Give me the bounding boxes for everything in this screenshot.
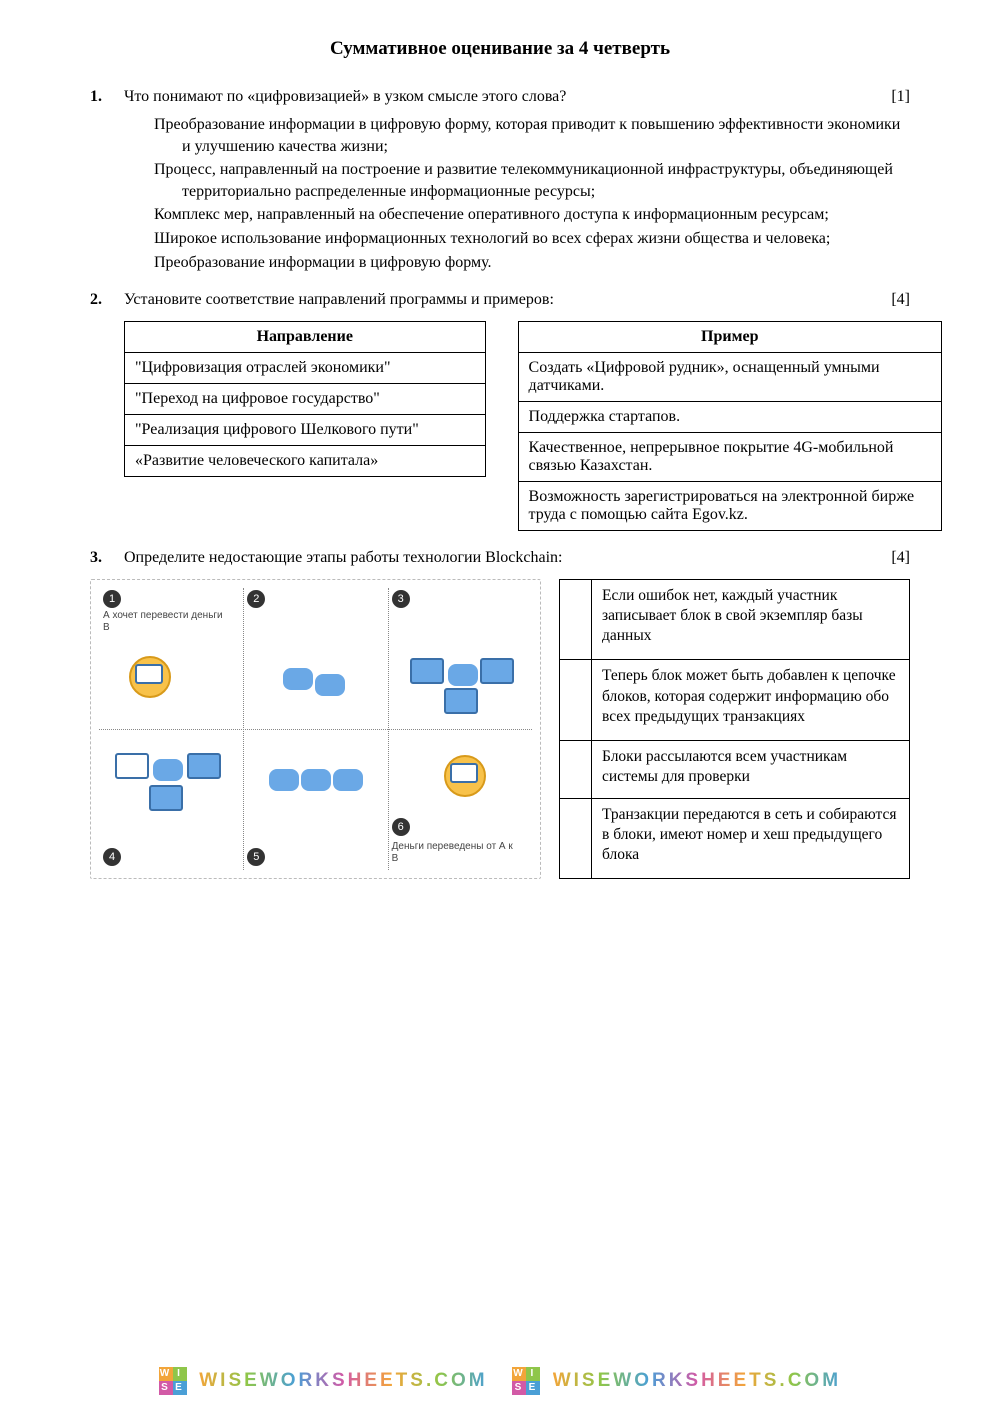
q1-number: 1. (90, 88, 124, 106)
table-row: "Цифровизация отраслей экономики" (125, 353, 486, 384)
cloud-icon (448, 664, 478, 686)
monitor-icon (187, 753, 221, 779)
q3-blank-cell[interactable] (560, 740, 592, 798)
watermark-text: WISEWORKSHEETS.COM (553, 1370, 841, 1391)
q1-points: [1] (866, 88, 910, 106)
monitor-icon (149, 785, 183, 811)
q3-number: 3. (90, 549, 124, 567)
cloud-icon (333, 769, 363, 791)
monitor-icon (444, 688, 478, 714)
cloud-icon (283, 668, 313, 690)
table-row: Если ошибок нет, каждый участник записыв… (592, 580, 910, 660)
diagram-caption-6: Деньги переведены от А к В (392, 841, 522, 864)
diagram-step-number: 1 (103, 590, 121, 608)
table-row: Качественное, непрерывное покрытие 4G-мо… (518, 433, 941, 482)
watermark-tiles-icon: W I S E (159, 1367, 189, 1395)
q2-text: Установите соответствие направлений прог… (124, 291, 866, 309)
q2-right-header: Пример (518, 322, 941, 353)
q2-points: [4] (866, 291, 910, 309)
q3-blank-cell[interactable] (560, 580, 592, 660)
question-2: 2. Установите соответствие направлений п… (90, 291, 910, 531)
q1-answer: Комплекс мер, направленный на обеспечени… (154, 204, 910, 226)
watermark-tiles-icon: W I S E (512, 1367, 542, 1395)
diagram-step-number: 2 (247, 590, 265, 608)
table-row: Транзакции передаются в сеть и собираютс… (592, 798, 910, 878)
blockchain-diagram: 1 А хочет перевести деньги В 2 3 (90, 579, 541, 879)
monitor-icon (135, 664, 163, 684)
q3-blank-cell[interactable] (560, 660, 592, 740)
cloud-icon (315, 674, 345, 696)
monitor-icon (410, 658, 444, 684)
q1-text: Что понимают по «цифровизацией» в узком … (124, 88, 866, 106)
q1-answer: Широкое использование информационных тех… (154, 228, 910, 250)
cloud-icon (153, 759, 183, 781)
page-title: Суммативное оценивание за 4 четверть (90, 38, 910, 60)
table-row: «Развитие человеческого капитала» (125, 446, 486, 477)
cloud-icon (269, 769, 299, 791)
watermark-text: WISEWORKSHEETS.COM (199, 1370, 487, 1391)
watermark: W I S E WISEWORKSHEETS.COM W I S E WISEW… (0, 1367, 1000, 1395)
table-row: "Реализация цифрового Шелкового пути" (125, 415, 486, 446)
monitor-icon (450, 763, 478, 783)
diagram-caption-1: А хочет перевести деньги В (103, 610, 223, 633)
q1-answer: Процесс, направленный на построение и ра… (154, 159, 910, 202)
diagram-step-number: 5 (247, 848, 265, 866)
table-row: Создать «Цифровой рудник», оснащенный ум… (518, 353, 941, 402)
question-3: 3. Определите недостающие этапы работы т… (90, 549, 910, 879)
q1-answer: Преобразование информации в цифровую фор… (154, 114, 910, 157)
monitor-icon (115, 753, 149, 779)
monitor-icon (480, 658, 514, 684)
table-row: Блоки рассылаются всем участникам систем… (592, 740, 910, 798)
q2-left-table: Направление "Цифровизация отраслей эконо… (124, 321, 486, 477)
q2-left-header: Направление (125, 322, 486, 353)
table-row: Возможность зарегистрироваться на электр… (518, 482, 941, 531)
q3-answer-table: Если ошибок нет, каждый участник записыв… (559, 579, 910, 879)
diagram-step-number: 3 (392, 590, 410, 608)
diagram-step-number: 4 (103, 848, 121, 866)
q1-answers: Преобразование информации в цифровую фор… (154, 114, 910, 273)
table-row: "Переход на цифровое государство" (125, 384, 486, 415)
table-row: Поддержка стартапов. (518, 402, 941, 433)
question-1: 1. Что понимают по «цифровизацией» в узк… (90, 88, 910, 273)
table-row: Теперь блок может быть добавлен к цепочк… (592, 660, 910, 740)
q3-blank-cell[interactable] (560, 798, 592, 878)
q1-answer: Преобразование информации в цифровую фор… (154, 252, 910, 274)
q3-text: Определите недостающие этапы работы техн… (124, 549, 866, 567)
q3-points: [4] (866, 549, 910, 567)
q2-number: 2. (90, 291, 124, 309)
diagram-step-number: 6 (392, 818, 410, 836)
q2-right-table: Пример Создать «Цифровой рудник», оснаще… (518, 321, 942, 531)
cloud-icon (301, 769, 331, 791)
